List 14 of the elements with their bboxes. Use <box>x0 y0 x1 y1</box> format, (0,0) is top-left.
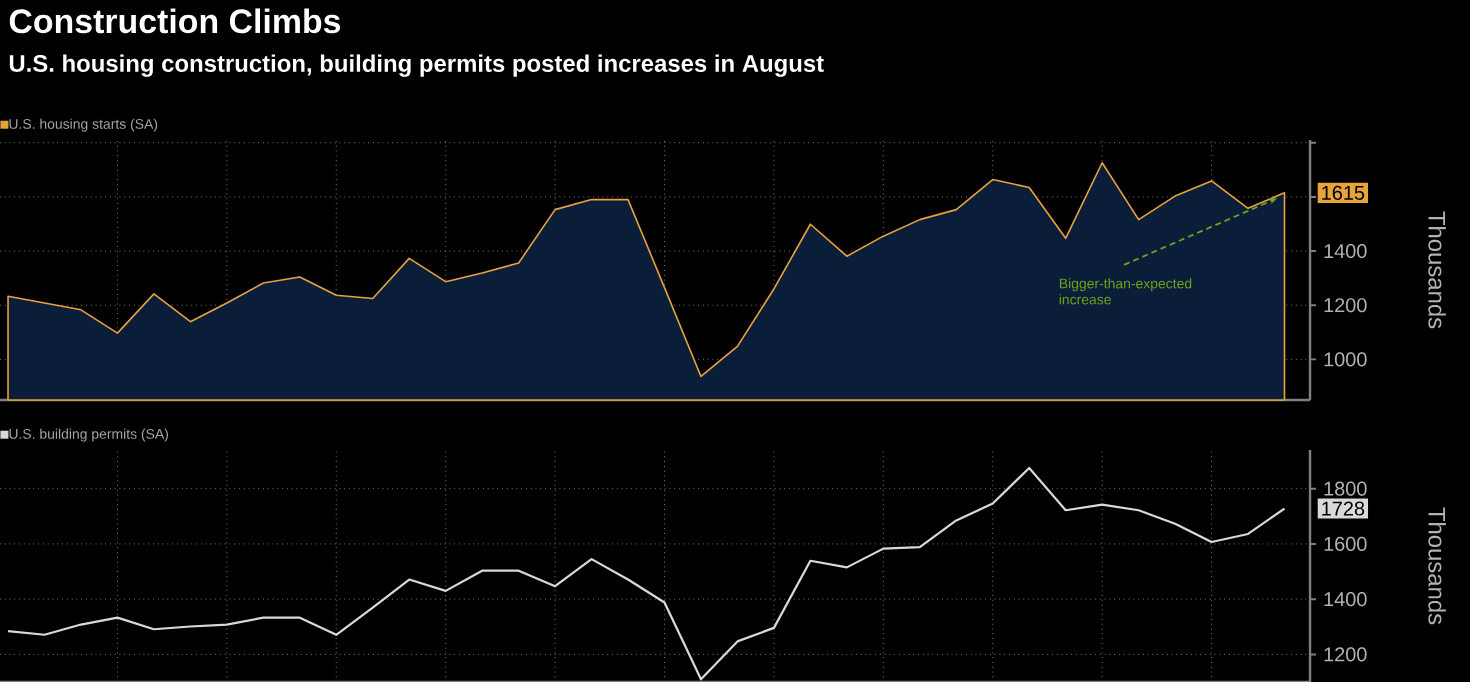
y-axis-title: Thousands <box>1428 211 1446 329</box>
data-label: 1728 <box>1322 501 1365 516</box>
chart-title: Construction Climbs <box>9 8 341 34</box>
y-tick-label: 1400 <box>1324 244 1367 259</box>
chart-subtitle: U.S. housing construction, building permits posted increases in August <box>9 54 824 77</box>
y-tick-label: 1000 <box>1324 352 1367 367</box>
y-tick-label: 1200 <box>1324 298 1367 313</box>
y-tick-label: 1400 <box>1324 592 1367 607</box>
y-tick-label: 1600 <box>1324 536 1367 551</box>
y-axis-title: Thousands <box>1428 507 1446 625</box>
y-tick-label: 1800 <box>1324 481 1367 496</box>
y-tick-label: 1200 <box>1324 647 1367 662</box>
line-series <box>6 466 1286 681</box>
data-label: 1615 <box>1322 185 1365 200</box>
